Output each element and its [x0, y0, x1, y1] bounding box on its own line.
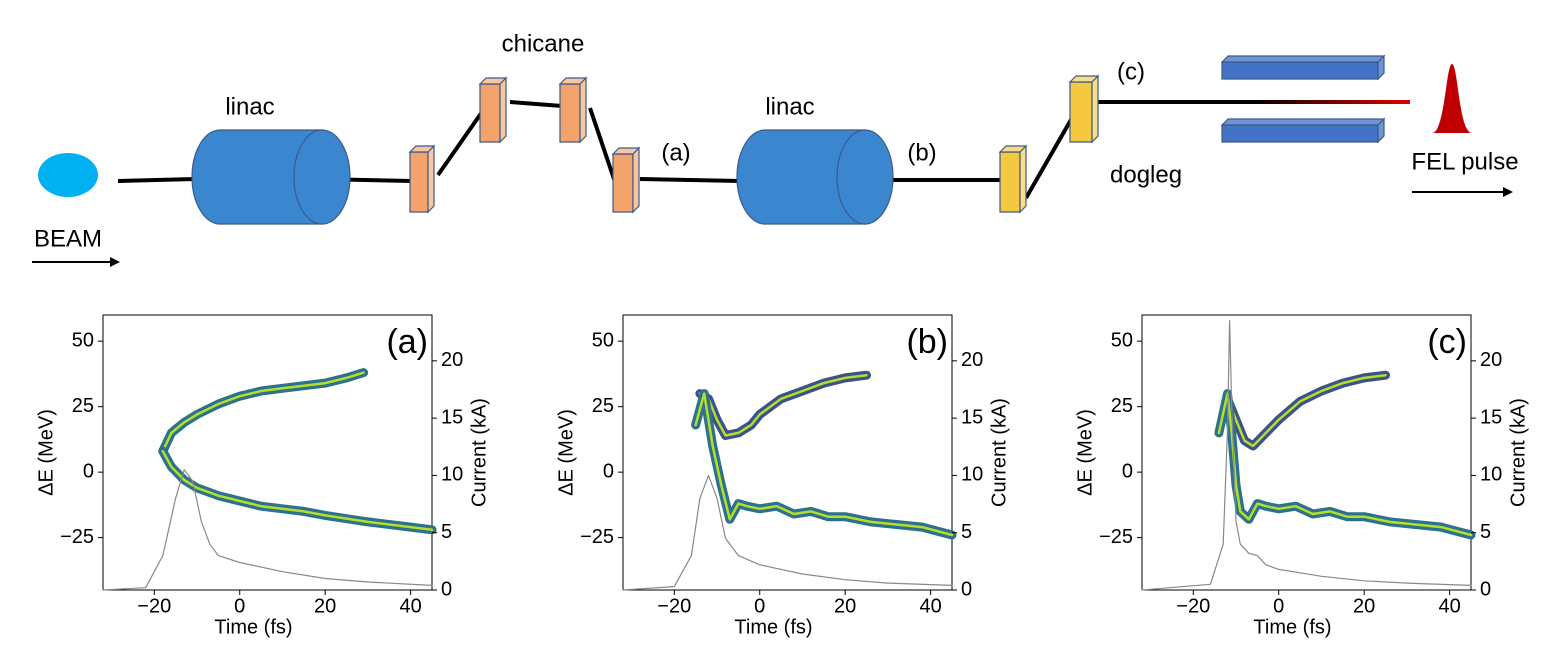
- beam-icon: [38, 153, 98, 197]
- x-tick-label: 40: [920, 595, 942, 617]
- chicane-label: chicane: [502, 30, 585, 57]
- plot-frame: [622, 314, 953, 591]
- linac-label: linac: [765, 93, 814, 120]
- y-tick-label: 25: [72, 395, 94, 417]
- x-tick-label: −20: [137, 595, 171, 617]
- y-tick-label: 0: [1122, 460, 1133, 482]
- y-tick-label: 0: [83, 460, 94, 482]
- phase-space: [695, 370, 871, 440]
- y2-tick-label: 5: [441, 521, 452, 543]
- current-profile: [102, 469, 433, 591]
- x-axis-label: Time (fs): [734, 616, 812, 638]
- linac-1: [191, 129, 351, 225]
- y2-tick-label: 0: [1480, 578, 1491, 600]
- x-tick-label: 40: [1439, 595, 1461, 617]
- plot-frame: [1141, 314, 1472, 591]
- linac-label: linac: [225, 93, 274, 120]
- y2-tick-label: 0: [961, 578, 972, 600]
- phase-space-core: [694, 392, 954, 537]
- y2-axis-label: Current (kA): [988, 398, 1010, 507]
- fel-pulse-icon: [1432, 64, 1472, 133]
- point-label: (b): [907, 139, 936, 166]
- x-tick-label: −20: [1176, 595, 1210, 617]
- arrow-head: [1503, 187, 1513, 197]
- x-tick-label: 20: [834, 595, 856, 617]
- y2-tick-label: 10: [441, 464, 463, 486]
- fel-pulse-label: FEL pulse: [1411, 148, 1518, 175]
- y2-tick-label: 10: [1480, 464, 1502, 486]
- y-axis-label: ΔE (MeV): [1074, 409, 1096, 496]
- x-tick-label: −20: [657, 595, 691, 617]
- y-tick-label: 50: [72, 329, 94, 351]
- y-tick-label: 50: [592, 329, 614, 351]
- y-tick-label: 25: [592, 395, 614, 417]
- chart: −20 0 20 40 −25 0 25 50 0 5 10 15 20 Time (fs) ΔE (MeV…: [35, 314, 490, 638]
- panel-label: (a): [386, 323, 428, 361]
- y2-tick-label: 20: [961, 349, 983, 371]
- x-tick-label: 20: [1353, 595, 1375, 617]
- chart: −20 0 20 40 −25 0 25 50 0 5 10 15 20 Time (fs) ΔE (MeV…: [555, 314, 1010, 638]
- chart: −20 0 20 40 −25 0 25 50 0 5 10 15 20 Time (fs) ΔE (MeV…: [1074, 314, 1529, 638]
- phase-space: [1214, 389, 1476, 540]
- x-tick-label: 40: [400, 595, 422, 617]
- y2-tick-label: 15: [441, 406, 463, 428]
- y2-tick-label: 5: [1480, 521, 1491, 543]
- y-tick-label: −25: [60, 526, 94, 548]
- y-tick-label: −25: [1099, 526, 1133, 548]
- chicane-magnets: [408, 76, 641, 214]
- panel-label: (b): [906, 323, 948, 361]
- current-profile: [1141, 320, 1472, 591]
- y-tick-label: 25: [1111, 395, 1133, 417]
- y-axis-label: ΔE (MeV): [555, 409, 577, 496]
- y-tick-label: −25: [580, 526, 614, 548]
- y2-tick-label: 10: [961, 464, 983, 486]
- panel-label: (c): [1427, 323, 1467, 361]
- y2-axis-label: Current (kA): [468, 398, 490, 507]
- phase-space: [158, 368, 369, 456]
- point-label: (c): [1117, 58, 1145, 85]
- phase-space-core: [1226, 373, 1387, 448]
- phase-space-core: [1217, 392, 1473, 537]
- undulator: [1220, 54, 1386, 144]
- x-tick-label: 0: [754, 595, 765, 617]
- x-tick-label: 0: [234, 595, 245, 617]
- arrow-head: [110, 257, 120, 267]
- phase-space: [1223, 370, 1390, 451]
- phase-space-core: [698, 373, 868, 437]
- x-tick-label: 20: [314, 595, 336, 617]
- x-axis-label: Time (fs): [1253, 616, 1331, 638]
- y2-tick-label: 5: [961, 521, 972, 543]
- x-axis-label: Time (fs): [214, 616, 292, 638]
- y2-tick-label: 20: [1480, 349, 1502, 371]
- phase-space-core: [161, 371, 365, 453]
- point-label: (a): [661, 139, 690, 166]
- y2-tick-label: 20: [441, 349, 463, 371]
- y-tick-label: 50: [1111, 329, 1133, 351]
- beam-label: BEAM: [34, 225, 102, 252]
- y2-axis-label: Current (kA): [1507, 398, 1529, 507]
- current-profile: [622, 474, 953, 591]
- x-tick-label: 0: [1273, 595, 1284, 617]
- y2-tick-label: 0: [441, 578, 452, 600]
- y-axis-label: ΔE (MeV): [35, 409, 57, 496]
- diagram: BEAM linac linac chicane (a) (b) dogleg …: [32, 30, 1519, 267]
- dogleg-label: dogleg: [1110, 161, 1182, 188]
- phase-space-core: [161, 449, 434, 532]
- y2-tick-label: 15: [961, 406, 983, 428]
- y-tick-label: 0: [603, 460, 614, 482]
- linac-2: [736, 129, 894, 225]
- dogleg-magnets: [998, 74, 1100, 214]
- plot-frame: [102, 314, 433, 591]
- y2-tick-label: 15: [1480, 406, 1502, 428]
